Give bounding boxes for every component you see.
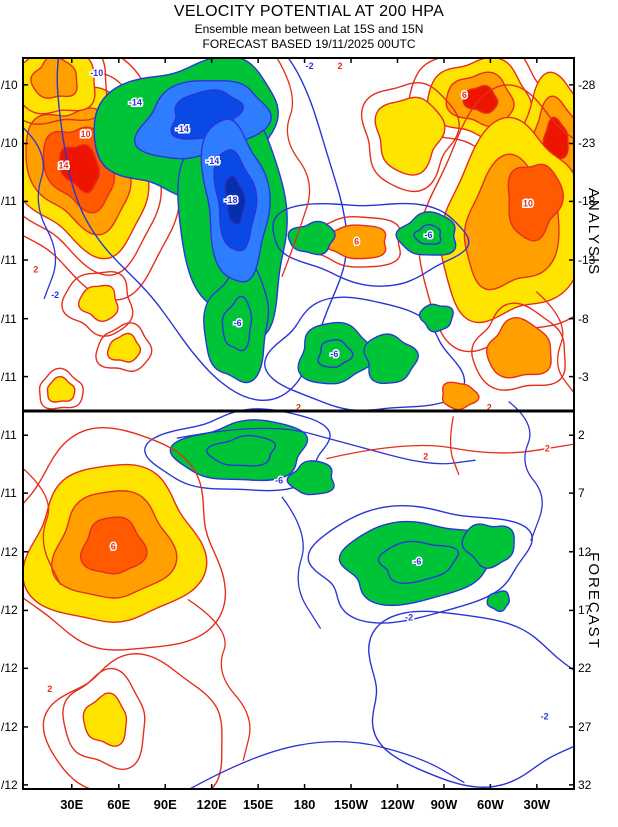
svg-text:2: 2 bbox=[33, 265, 38, 275]
y-left-tick-label: /12 bbox=[1, 777, 18, 792]
svg-text:-6: -6 bbox=[275, 476, 283, 486]
y-right-tick-label: -3 bbox=[578, 369, 589, 384]
x-tick-label: 90W bbox=[430, 797, 458, 812]
svg-text:2: 2 bbox=[296, 402, 301, 412]
analysis-section-label: ANALYSIS bbox=[585, 187, 602, 277]
svg-text:-14: -14 bbox=[129, 97, 142, 107]
y-right-tick-label: -23 bbox=[578, 136, 596, 151]
svg-text:2: 2 bbox=[487, 402, 492, 412]
svg-text:-6: -6 bbox=[413, 556, 421, 566]
x-tick-label: 60E bbox=[107, 797, 131, 812]
y-left-tick-label: /12 bbox=[1, 544, 18, 559]
x-tick-label: 30E bbox=[60, 797, 84, 812]
y-left-tick-label: /11 bbox=[1, 369, 17, 384]
svg-text:2: 2 bbox=[47, 684, 52, 694]
y-right-tick-label: -13 bbox=[578, 253, 596, 268]
svg-text:-10: -10 bbox=[90, 68, 103, 78]
y-left-tick-label: /12 bbox=[1, 719, 18, 734]
y-left-tick-label: /11 bbox=[1, 194, 17, 209]
x-tick-label: 150E bbox=[242, 797, 274, 812]
svg-text:10: 10 bbox=[523, 199, 533, 209]
svg-text:-2: -2 bbox=[306, 61, 314, 71]
svg-text:-2: -2 bbox=[541, 712, 549, 722]
y-right-tick-label: -18 bbox=[578, 194, 596, 209]
svg-text:-6: -6 bbox=[234, 318, 242, 328]
svg-text:-2: -2 bbox=[405, 613, 413, 623]
y-right-tick-label: 32 bbox=[578, 777, 592, 792]
contour-plot: -10 -14 -14 -14 -18 14 10 6 10 6 -6 -6 -6 -2 2 2 2 -2 2 -6 -… bbox=[22, 57, 575, 790]
x-tick-label: 60W bbox=[477, 797, 504, 812]
contour-labels: -10 -14 -14 -14 -18 14 10 6 10 6 -6 -6 -6 -2 2 2 2 -2 2 -6 -… bbox=[32, 59, 552, 723]
chart-title: VELOCITY POTENTIAL AT 200 HPA bbox=[173, 3, 445, 20]
y-right-tick-label: -8 bbox=[578, 311, 589, 326]
y-right-tick-label: 2 bbox=[578, 428, 585, 443]
svg-text:10: 10 bbox=[81, 129, 91, 139]
svg-text:6: 6 bbox=[462, 90, 467, 100]
y-right-tick-label: 17 bbox=[578, 603, 592, 618]
svg-text:6: 6 bbox=[354, 237, 359, 247]
svg-text:-14: -14 bbox=[176, 124, 189, 134]
svg-text:-2: -2 bbox=[51, 290, 59, 300]
x-tick-label: 120W bbox=[380, 797, 415, 812]
x-tick-label: 30W bbox=[523, 797, 551, 812]
x-tick-label: 150W bbox=[334, 797, 369, 812]
forecast-section-label: FORECAST bbox=[585, 552, 602, 650]
y-left-tick-label: /11 bbox=[1, 253, 17, 268]
chart-based-line: FORECAST BASED 19/11/2025 00UTC bbox=[202, 37, 416, 51]
y-left-tick-label: /11 bbox=[1, 311, 17, 326]
svg-text:-14: -14 bbox=[206, 156, 219, 166]
y-right-tick-label: 7 bbox=[578, 486, 585, 501]
y-right-tick-label: 27 bbox=[578, 719, 592, 734]
y-left-tick-label: /12 bbox=[1, 661, 18, 676]
y-left-tick-label: /12 bbox=[1, 603, 18, 618]
y-left-tick-label: /10 bbox=[1, 136, 18, 151]
svg-text:2: 2 bbox=[545, 443, 550, 453]
plot-frame bbox=[22, 57, 575, 790]
y-left-tick-label: /11 bbox=[1, 486, 17, 501]
svg-text:6: 6 bbox=[111, 542, 116, 552]
x-tick-label: 180 bbox=[293, 797, 316, 812]
svg-text:-18: -18 bbox=[224, 195, 237, 205]
svg-text:14: 14 bbox=[58, 161, 68, 171]
svg-text:2: 2 bbox=[337, 61, 342, 71]
chart-header: VELOCITY POTENTIAL AT 200 HPA Ensemble m… bbox=[0, 3, 618, 51]
y-right-tick-label: 12 bbox=[578, 544, 592, 559]
y-left-tick-label: /11 bbox=[1, 428, 17, 443]
svg-text:-6: -6 bbox=[330, 349, 338, 359]
y-right-tick-label: 22 bbox=[578, 661, 592, 676]
x-tick-label: 120E bbox=[196, 797, 227, 812]
svg-text:2: 2 bbox=[423, 452, 428, 462]
svg-text:-6: -6 bbox=[424, 230, 432, 240]
x-tick-label: 90E bbox=[153, 797, 177, 812]
chart-subtitle: Ensemble mean between Lat 15S and 15N bbox=[194, 22, 424, 36]
y-right-tick-label: -28 bbox=[578, 77, 596, 92]
y-left-tick-label: /10 bbox=[1, 77, 18, 92]
contour-field bbox=[22, 57, 575, 790]
